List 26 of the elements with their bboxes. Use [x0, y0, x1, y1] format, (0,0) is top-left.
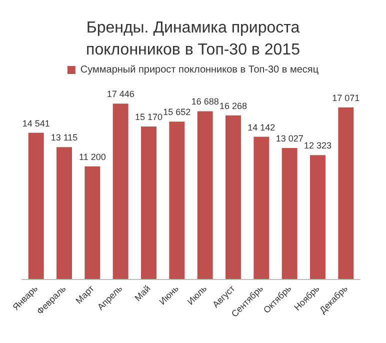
data-label: 13 115	[50, 132, 78, 143]
bar	[282, 148, 298, 279]
data-label: 16 688	[191, 96, 219, 107]
bar	[226, 115, 241, 279]
data-label: 12 323	[304, 140, 332, 151]
data-label: 16 268	[219, 100, 248, 111]
data-label: 13 027	[276, 134, 304, 144]
data-label: 15 652	[163, 107, 191, 118]
data-label: 15 170	[134, 112, 163, 122]
bar	[141, 126, 156, 279]
data-label: 14 541	[22, 118, 50, 128]
bar	[338, 107, 354, 279]
bar	[56, 147, 72, 279]
chart-title: Бренды. Динамика прироста поклонников в Топ-30 в 2015	[86, 20, 300, 58]
legend-label: Суммарный прирост поклонников в Топ-30 в месяц	[80, 64, 319, 76]
data-label: 17 071	[332, 92, 360, 103]
bar	[254, 136, 270, 279]
bar	[197, 111, 213, 279]
bar	[112, 104, 128, 279]
bar	[169, 122, 185, 279]
data-label: 14 142	[248, 122, 276, 132]
data-label: 11 200	[78, 152, 106, 162]
bar	[310, 155, 326, 279]
data-label: 17 446	[106, 89, 134, 100]
bar	[84, 166, 100, 279]
bar	[28, 132, 44, 279]
